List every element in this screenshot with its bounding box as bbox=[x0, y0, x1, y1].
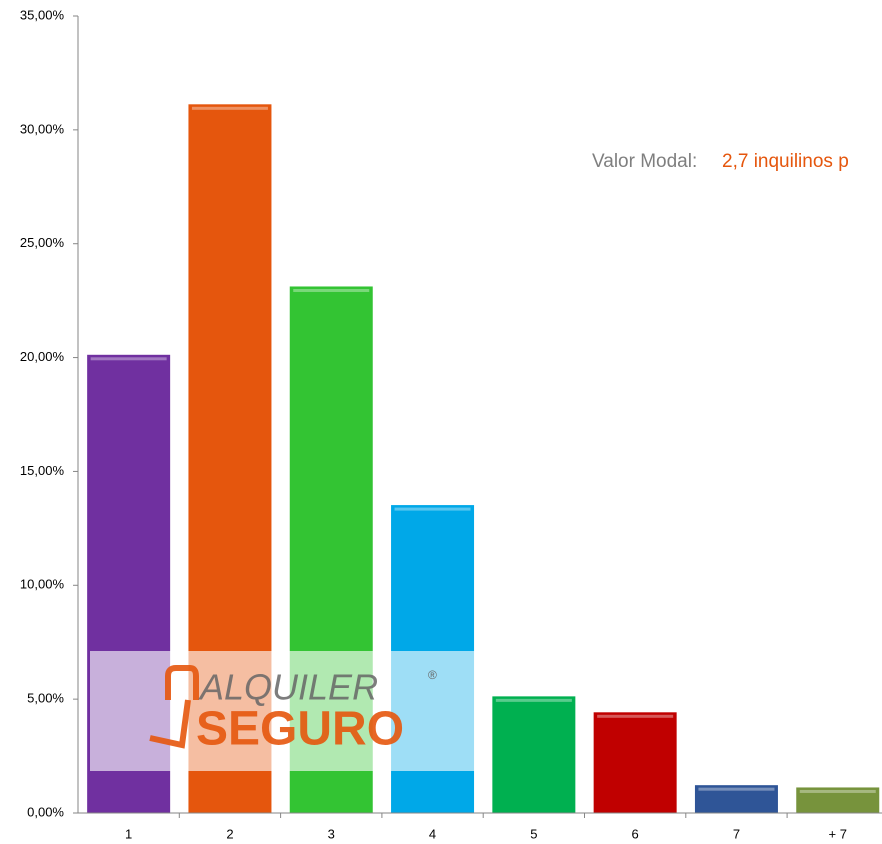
bar-highlight bbox=[495, 698, 572, 702]
y-tick-label: 25,00% bbox=[20, 235, 65, 250]
watermark-line1: ALQUILER bbox=[198, 667, 378, 708]
bar-highlight bbox=[394, 507, 471, 511]
x-tick-label: 1 bbox=[125, 826, 132, 841]
bar bbox=[796, 787, 880, 814]
y-tick-label: 5,00% bbox=[27, 691, 64, 706]
y-tick-label: 35,00% bbox=[20, 7, 65, 22]
watermark-line2: SEGURO bbox=[196, 703, 404, 756]
y-tick-label: 0,00% bbox=[27, 804, 64, 819]
x-tick-label: 3 bbox=[328, 826, 335, 841]
bar-highlight bbox=[597, 714, 674, 718]
x-tick-label: 6 bbox=[632, 826, 639, 841]
bar-highlight bbox=[293, 288, 370, 292]
annotation-label: Valor Modal: bbox=[592, 151, 697, 172]
watermark-band bbox=[90, 651, 476, 771]
x-tick-label: 4 bbox=[429, 826, 436, 841]
y-tick-label: 20,00% bbox=[20, 349, 65, 364]
x-tick-label: 7 bbox=[733, 826, 740, 841]
y-tick-label: 10,00% bbox=[20, 577, 65, 592]
bar-highlight bbox=[698, 787, 775, 791]
bar bbox=[593, 712, 677, 814]
x-tick-label: + 7 bbox=[829, 826, 847, 841]
bar-highlight bbox=[90, 357, 167, 361]
watermark-icon bbox=[149, 665, 199, 749]
annotation-value: 2,7 inquilinos p bbox=[722, 151, 849, 172]
bar bbox=[492, 696, 576, 814]
x-tick-label: 2 bbox=[226, 826, 233, 841]
watermark-mark: ® bbox=[428, 668, 437, 682]
x-tick-label: 5 bbox=[530, 826, 537, 841]
bar-highlight bbox=[191, 106, 268, 110]
bar-highlight bbox=[799, 789, 876, 793]
y-tick-label: 30,00% bbox=[20, 121, 65, 136]
y-tick-label: 15,00% bbox=[20, 463, 65, 478]
